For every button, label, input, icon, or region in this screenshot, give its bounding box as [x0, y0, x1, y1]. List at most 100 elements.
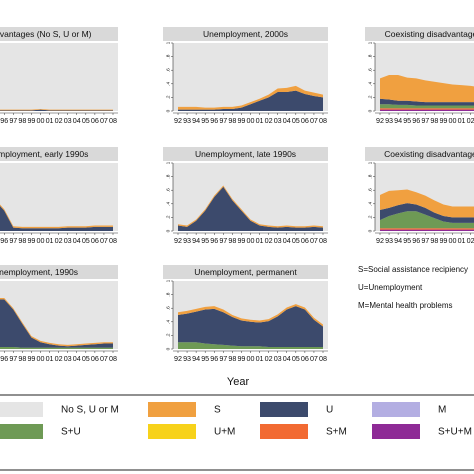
x-tick-label: 07: [310, 116, 318, 125]
x-tick-label: 00: [247, 236, 255, 245]
panel-title-strip: [163, 27, 328, 41]
x-tick-label: 94: [192, 116, 200, 125]
x-tick-label: 93: [183, 116, 191, 125]
x-tick-label: 08: [319, 236, 327, 245]
x-tick-label: 00: [37, 236, 45, 245]
x-tick-label: 05: [292, 116, 300, 125]
x-tick-label: 98: [228, 354, 236, 363]
x-tick-label: 07: [100, 116, 108, 125]
area: [380, 211, 474, 229]
y-tick-label: .4: [165, 201, 171, 205]
x-tick-label: 97: [9, 116, 17, 125]
panel-title: Unemployment, 1990s: [0, 267, 78, 277]
x-tick-label: 97: [9, 354, 17, 363]
x-tick-label: 00: [37, 354, 45, 363]
y-tick-label: 0: [165, 347, 171, 350]
y-tick-label: .2: [165, 333, 171, 337]
x-tick-label: 95: [201, 236, 209, 245]
x-tick-label: 96: [210, 354, 218, 363]
legend-swatch: [0, 424, 43, 439]
x-tick-label: 01: [256, 116, 264, 125]
panel: Coexisting disadvantages (S, U a 0 .2 .4 .6.…: [365, 27, 474, 125]
x-tick-label: 92: [174, 236, 182, 245]
legend-swatch: [148, 424, 196, 439]
panel-title: disadvantages (No S, U or M): [0, 29, 92, 39]
y-tick-label: .6: [165, 68, 171, 72]
x-tick-label: 06: [91, 354, 99, 363]
x-tick-label: 08: [109, 236, 117, 245]
legend-label: U+M: [214, 427, 235, 438]
x-tick-label: 05: [292, 236, 300, 245]
x-tick-label: 99: [27, 354, 35, 363]
panel-title: Unemployment, 2000s: [203, 29, 288, 39]
panel: Coexisting disadvantages (S and/0 .2 .4 .6.…: [365, 147, 474, 245]
legend-swatch: [260, 402, 308, 417]
y-tick-label: .4: [165, 81, 171, 85]
x-tick-label: 98: [18, 116, 26, 125]
y-tick-label: .8: [367, 174, 373, 178]
x-tick-label: 04: [283, 236, 291, 245]
legend-label: S+U+M: [438, 427, 472, 438]
panel: disadvantages (No S, U or M)0.2.4.6.8192…: [0, 27, 118, 125]
x-tick-label: 93: [183, 354, 191, 363]
y-tick-label: .2: [165, 95, 171, 99]
panel-title-strip: [0, 265, 118, 279]
x-tick-label: 92: [174, 116, 182, 125]
x-tick-label: 95: [403, 116, 411, 125]
legend-label: M: [438, 405, 446, 416]
x-tick-label: 06: [301, 116, 309, 125]
x-tick-label: 98: [430, 236, 438, 245]
x-tick-label: 04: [73, 116, 81, 125]
area: [178, 90, 323, 111]
note: U=Unemployment: [358, 283, 423, 292]
plot-background: [0, 43, 118, 111]
y-tick-label: 1: [165, 279, 171, 282]
legend-swatch: [372, 424, 420, 439]
panel-title: Coexisting disadvantages (S and/: [384, 149, 474, 159]
x-tick-label: 03: [64, 354, 72, 363]
legend-swatch: [260, 424, 308, 439]
panel-title: Unemployment, permanent: [194, 267, 297, 277]
x-tick-label: 02: [467, 236, 474, 245]
area: [178, 306, 323, 347]
panel-title-strip: [365, 147, 474, 161]
x-tick-label: 97: [219, 354, 227, 363]
x-tick-label: 06: [91, 236, 99, 245]
x-tick-label: 99: [27, 116, 35, 125]
x-tick-label: 04: [73, 354, 81, 363]
x-tick-label: 08: [109, 354, 117, 363]
x-tick-label: 01: [458, 236, 466, 245]
panel-title: Unemployment, late 1990s: [195, 149, 296, 159]
x-tick-label: 95: [201, 116, 209, 125]
x-tick-label: 05: [292, 354, 300, 363]
x-tick-label: 03: [274, 354, 282, 363]
x-tick-label: 97: [9, 236, 17, 245]
area: [380, 203, 474, 223]
panel: Unemployment, late 1990s 0 .2 .4 .6 .8 1 92 93 94…: [163, 147, 328, 245]
x-tick-label: 03: [274, 116, 282, 125]
x-tick-label: 99: [237, 116, 245, 125]
x-tick-label: 07: [100, 354, 108, 363]
y-tick-label: 0: [367, 109, 373, 112]
x-tick-label: 02: [55, 236, 63, 245]
x-tick-label: 01: [46, 116, 54, 125]
y-tick-label: .2: [367, 95, 373, 99]
area: [178, 185, 323, 228]
x-tick-label: 01: [46, 354, 54, 363]
y-tick-label: .4: [367, 81, 373, 85]
area: [380, 229, 474, 231]
y-tick-label: .4: [367, 201, 373, 205]
area: [380, 104, 474, 109]
x-tick-label: 06: [301, 236, 309, 245]
area: [380, 74, 474, 103]
x-tick-label: 97: [219, 236, 227, 245]
x-tick-label: 93: [385, 116, 393, 125]
y-tick-label: .6: [367, 68, 373, 72]
y-tick-label: 0: [165, 109, 171, 112]
panel: Unemployment, early 1990s0.2.4.6.8192939…: [0, 147, 118, 245]
y-tick-label: .8: [367, 54, 373, 58]
x-tick-label: 07: [100, 236, 108, 245]
x-tick-label: 96: [210, 236, 218, 245]
